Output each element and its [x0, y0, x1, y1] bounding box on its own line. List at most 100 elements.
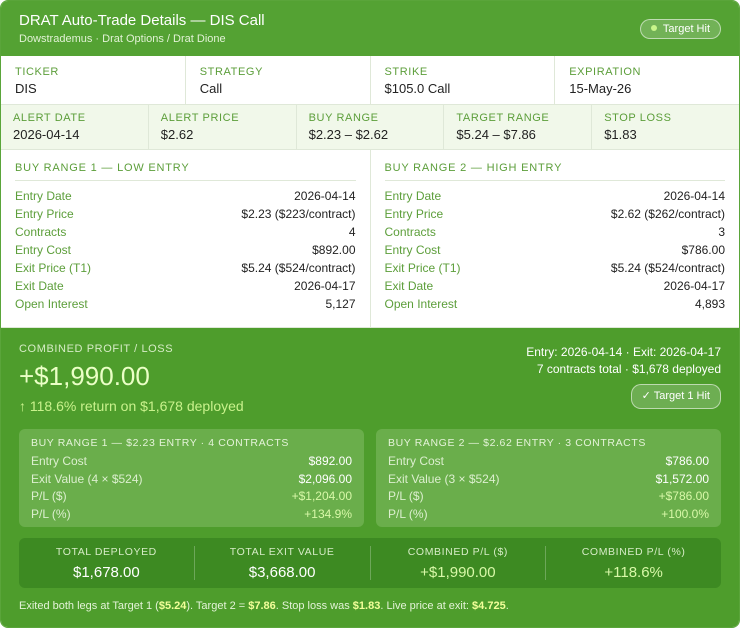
- leg-box: BUY RANGE 1 — $2.23 ENTRY · 4 CONTRACTS E…: [19, 429, 364, 527]
- total-label: COMBINED P/L (%): [581, 546, 686, 558]
- info-label: ALERT PRICE: [160, 112, 240, 124]
- range-column: BUY RANGE 1 — LOW ENTRY Entry Date 2026-04…: [1, 150, 371, 327]
- footer-text: ). Target 2 =: [186, 600, 249, 612]
- status-dot: [650, 25, 657, 31]
- row-value: $1,572.00: [655, 471, 709, 486]
- row-label: Open Interest: [384, 297, 458, 311]
- range-row: Exit Date 2026-04-17: [385, 279, 726, 297]
- footer-text: Exited both legs at Target 1 (: [19, 600, 159, 612]
- row-value: 2026-04-14: [663, 189, 725, 203]
- footer-note: Exited both legs at Target 1 ($5.24). Ta…: [19, 600, 721, 612]
- row-label: Entry Date: [15, 189, 72, 203]
- row-value: $2.23 ($223/contract): [241, 207, 356, 221]
- total-label: TOTAL DEPLOYED: [55, 546, 157, 558]
- status-badge: Target Hit: [639, 19, 721, 39]
- row-value: $892.00: [312, 243, 356, 257]
- combined-value: +$1,990.00: [19, 361, 150, 391]
- footer-highlight: $1.83: [352, 600, 381, 612]
- range-row: Entry Date 2026-04-14: [385, 189, 726, 207]
- row-label: Contracts: [384, 225, 436, 239]
- info-cell: STRATEGY Call: [186, 56, 371, 104]
- footer-text: . Live price at exit:: [380, 600, 473, 612]
- row-label: Entry Cost: [31, 454, 88, 468]
- info-label: TICKER: [15, 66, 59, 78]
- range-row: Open Interest 4,893: [385, 297, 726, 315]
- info-value: $1.83: [604, 127, 637, 142]
- total-label: TOTAL EXIT VALUE: [229, 546, 335, 558]
- info-value: Call: [199, 81, 223, 96]
- total-value: $3,668.00: [248, 564, 316, 581]
- leg-title: BUY RANGE 1 — $2.23 ENTRY · 4 CONTRACTS: [31, 437, 289, 449]
- footer-highlight: $4.725: [472, 600, 506, 612]
- row-label: Entry Cost: [388, 454, 445, 468]
- row-label: Exit Date: [384, 279, 434, 293]
- row-label: Open Interest: [15, 297, 88, 311]
- row-value: 4: [348, 225, 356, 239]
- leg-row: Entry Cost $892.00: [31, 454, 352, 472]
- info-cell: ALERT DATE 2026-04-14: [1, 105, 149, 149]
- leg-row: Exit Value (3 × $524) $1,572.00: [388, 472, 709, 490]
- row-label: Entry Date: [384, 189, 442, 203]
- row-label: Entry Price: [384, 207, 444, 221]
- leg-box: BUY RANGE 2 — $2.62 ENTRY · 3 CONTRACTS E…: [376, 429, 721, 527]
- leg-row: P/L (%) +100.0%: [388, 507, 709, 525]
- info-cell: BUY RANGE $2.23 – $2.62: [297, 105, 445, 149]
- range-title: BUY RANGE 2 — HIGH ENTRY: [384, 162, 725, 181]
- summary-row: TICKER DIS STRATEGY Call STRIKE $105.0 Call EX…: [1, 56, 739, 105]
- info-value: 2026-04-14: [13, 127, 80, 142]
- badge-text: Target Hit: [662, 23, 710, 35]
- info-cell: TICKER DIS: [1, 56, 186, 104]
- info-label: EXPIRATION: [569, 66, 642, 78]
- combined-meta: Entry: 2026-04-14 · Exit: 2026-04-17 7 c…: [526, 344, 721, 409]
- leg-row: P/L ($) +$1,204.00: [31, 489, 352, 507]
- combined-contracts: 7 contracts total · $1,678 deployed: [536, 362, 721, 376]
- info-cell: TARGET RANGE $5.24 – $7.86: [444, 105, 593, 149]
- range-column: BUY RANGE 2 — HIGH ENTRY Entry Date 2026-0…: [371, 150, 740, 327]
- target-badge: ✓ Target 1 Hit: [630, 384, 721, 409]
- footer-text: .: [505, 600, 509, 612]
- range-row: Contracts 3: [385, 225, 726, 243]
- leg-row: Entry Cost $786.00: [388, 454, 709, 472]
- total-value: +$1,990.00: [420, 564, 496, 581]
- total-value: $1,678.00: [73, 564, 140, 581]
- row-value: 5,127: [325, 297, 356, 311]
- info-cell: EXPIRATION 15-May-26: [555, 56, 739, 104]
- info-value: $5.24 – $7.86: [456, 127, 536, 142]
- row-value: +$1,204.00: [291, 489, 352, 503]
- row-value: 4,893: [694, 297, 725, 311]
- info-label: ALERT DATE: [13, 112, 86, 124]
- range-row: Entry Date 2026-04-14: [15, 189, 356, 207]
- leg-row: Exit Value (4 × $524) $2,096.00: [31, 472, 352, 490]
- row-label: P/L (%): [388, 506, 428, 521]
- row-label: Exit Price (T1): [15, 261, 92, 275]
- row-value: +100.0%: [661, 506, 709, 521]
- info-label: STOP LOSS: [604, 112, 672, 124]
- row-label: Exit Price (T1): [384, 261, 461, 275]
- combined-return: ↑ 118.6% return on $1,678 deployed: [19, 398, 244, 414]
- leg-row: P/L ($) +$786.00: [388, 489, 709, 507]
- row-label: Entry Cost: [15, 243, 72, 257]
- range-row: Exit Price (T1) $5.24 ($524/contract): [15, 261, 356, 279]
- footer-highlight: $7.86: [248, 600, 276, 612]
- row-label: Entry Price: [15, 207, 74, 221]
- row-label: Exit Value (4 × $524): [31, 471, 143, 486]
- row-label: P/L (%): [31, 506, 71, 521]
- alert-row: ALERT DATE 2026-04-14 ALERT PRICE $2.62 BUY …: [1, 105, 739, 150]
- range-row: Contracts 4: [15, 225, 356, 243]
- totals: TOTAL DEPLOYED $1,678.00 TOTAL EXIT VALUE $…: [19, 538, 721, 588]
- info-label: BUY RANGE: [308, 112, 379, 124]
- total-cell: TOTAL DEPLOYED $1,678.00: [19, 546, 195, 581]
- range-row: Entry Price $2.23 ($223/contract): [15, 207, 356, 225]
- row-value: $5.24 ($524/contract): [610, 261, 725, 275]
- subtitle: Dowstrademus · Drat Options / Drat Dione: [19, 33, 226, 45]
- info-label: STRIKE: [384, 66, 428, 78]
- row-label: P/L ($): [388, 489, 424, 503]
- total-cell: COMBINED P/L ($) +$1,990.00: [371, 546, 547, 581]
- row-label: Contracts: [15, 225, 67, 239]
- legs: BUY RANGE 1 — $2.23 ENTRY · 4 CONTRACTS E…: [19, 429, 721, 527]
- footer-highlight: $5.24: [158, 600, 187, 612]
- combined-dates: Entry: 2026-04-14 · Exit: 2026-04-17: [526, 345, 721, 359]
- range-row: Exit Price (T1) $5.24 ($524/contract): [385, 261, 726, 279]
- ranges: BUY RANGE 1 — LOW ENTRY Entry Date 2026-04…: [1, 150, 739, 328]
